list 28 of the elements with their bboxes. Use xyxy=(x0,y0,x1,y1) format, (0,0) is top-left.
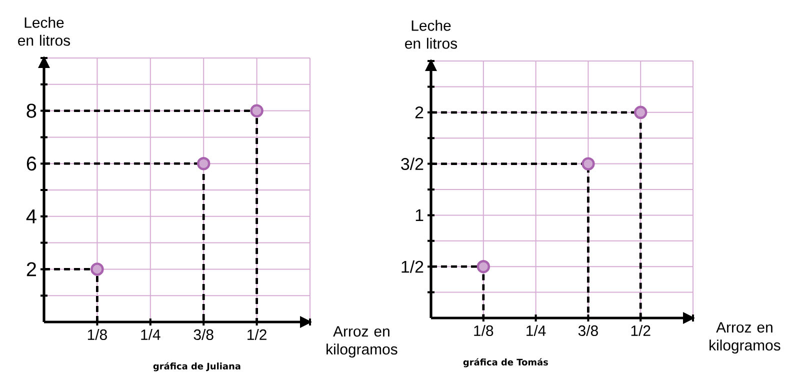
point xyxy=(250,104,264,118)
point xyxy=(90,262,104,276)
y-tick-label: 3/2 xyxy=(401,158,424,170)
y-tick-label: 6 xyxy=(26,156,36,171)
x-tick-label: 1/2 xyxy=(248,329,266,340)
y-axis-title: Leche en litros xyxy=(405,20,458,49)
x-tick-label: 1/2 xyxy=(631,325,650,336)
y-axis-title: Leche en litros xyxy=(18,16,70,46)
text: gráfica de Juliana xyxy=(153,362,240,372)
x-tick-label: 1/8 xyxy=(474,325,494,336)
point xyxy=(476,260,490,274)
x-tick-label: 1/4 xyxy=(526,325,546,336)
x-axis-title: Arroz en kilogramos xyxy=(326,326,398,358)
x-axis-title: Arroz en kilogramos xyxy=(710,322,780,354)
x-tick-label: 3/8 xyxy=(578,325,598,336)
y-tick-label: 2 xyxy=(26,262,36,276)
y-tick-label: 1 xyxy=(416,209,424,222)
y-tick-label: 2 xyxy=(415,106,424,118)
y-tick-label: 4 xyxy=(26,210,36,224)
x-tick-label: 3/8 xyxy=(194,329,214,340)
text: gráfica de Tomás xyxy=(463,358,548,368)
x-tick-label: 1/4 xyxy=(141,329,160,340)
point xyxy=(197,157,210,170)
point xyxy=(634,106,648,119)
y-tick-label: 8 xyxy=(26,104,36,118)
point xyxy=(582,157,595,170)
x-tick-label: 1/8 xyxy=(88,329,107,340)
y-tick-label: 1/2 xyxy=(402,260,424,273)
